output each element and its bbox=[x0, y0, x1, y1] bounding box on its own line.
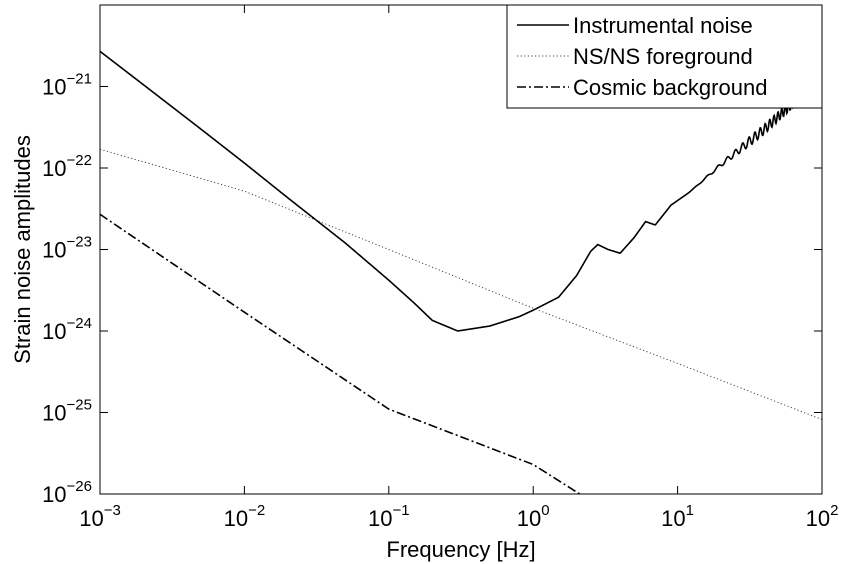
x-tick-label: 10−2 bbox=[224, 502, 266, 531]
y-tick-label: 10−21 bbox=[42, 71, 92, 100]
y-tick-label: 10−22 bbox=[42, 152, 92, 181]
y-tick-label: 10−25 bbox=[42, 397, 92, 426]
x-tick-label: 100 bbox=[517, 502, 550, 531]
x-tick-label: 10−1 bbox=[368, 502, 410, 531]
axis-ticks: 10−3 10−2 10−1 100 101 102 10−26 10−25 10−24 10−2… bbox=[42, 5, 838, 531]
x-tick-label: 10−3 bbox=[79, 502, 121, 531]
y-tick-label: 10−23 bbox=[42, 234, 92, 263]
x-tick-label: 102 bbox=[806, 502, 839, 531]
series-line-1 bbox=[100, 50, 822, 332]
y-tick-label: 10−26 bbox=[42, 478, 92, 507]
y-tick-label: 10−24 bbox=[42, 315, 92, 344]
legend-label: Cosmic background bbox=[573, 75, 767, 100]
legend: Instrumental noise NS/NS foreground Cosmic… bbox=[506, 4, 823, 109]
legend-label: NS/NS foreground bbox=[573, 44, 753, 69]
series-line-3 bbox=[100, 213, 581, 494]
series-layer bbox=[100, 50, 822, 494]
x-axis-label: Frequency [Hz] bbox=[386, 537, 535, 562]
y-axis-label: Strain noise amplitudes bbox=[10, 135, 35, 364]
legend-box bbox=[506, 4, 823, 109]
x-tick-label: 101 bbox=[661, 502, 694, 531]
legend-label: Instrumental noise bbox=[573, 13, 753, 38]
